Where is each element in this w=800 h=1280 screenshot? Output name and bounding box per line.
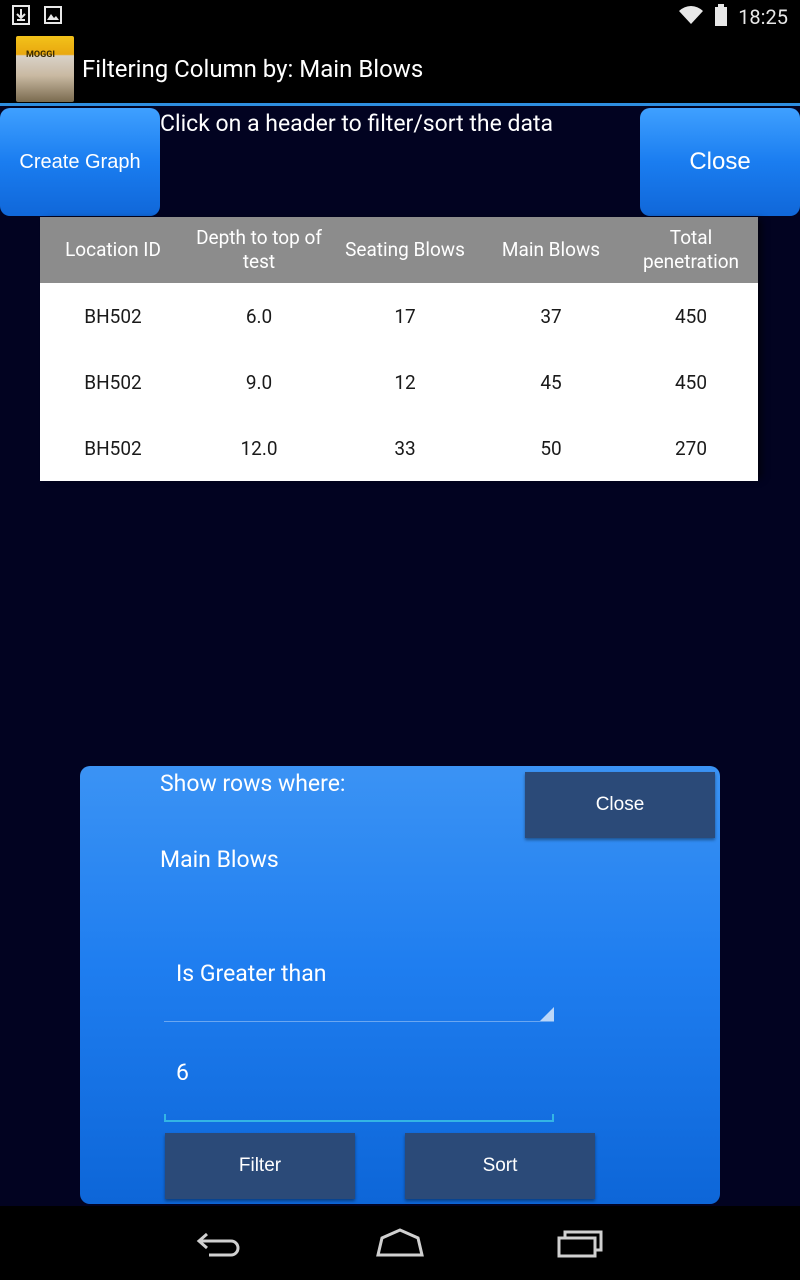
status-bar: 18:25 — [0, 0, 800, 33]
recent-apps-icon[interactable] — [545, 1218, 615, 1268]
table-cell: 37 — [540, 304, 562, 328]
table-cell: 12 — [394, 370, 416, 394]
filter-value-input[interactable] — [164, 1050, 554, 1094]
table-row[interactable]: BH502 12.0 33 50 270 — [40, 415, 758, 481]
home-icon[interactable] — [365, 1218, 435, 1268]
table-cell: 33 — [394, 436, 416, 460]
dropdown-underline — [164, 1021, 554, 1022]
table-cell: BH502 — [84, 370, 142, 394]
header-total-penetration[interactable]: Total penetration — [642, 226, 740, 273]
navigation-bar — [0, 1206, 800, 1280]
table-cell: 270 — [674, 436, 708, 460]
dropdown-arrow-icon — [540, 1007, 554, 1021]
table-cell: 17 — [394, 304, 416, 328]
title-divider — [0, 103, 800, 106]
table-cell: 12.0 — [240, 436, 278, 460]
filter-button[interactable]: Filter — [165, 1133, 355, 1199]
filter-heading: Show rows where: — [160, 770, 346, 797]
header-seating-blows[interactable]: Seating Blows — [345, 238, 465, 261]
data-table: Location ID Depth to top of test Seating… — [40, 217, 758, 481]
table-cell: 450 — [674, 370, 708, 394]
title-bar: Filtering Column by: Main Blows — [0, 33, 800, 105]
table-cell: BH502 — [84, 304, 142, 328]
back-icon[interactable] — [185, 1218, 255, 1268]
table-cell: 45 — [540, 370, 562, 394]
table-cell: BH502 — [84, 436, 142, 460]
table-row[interactable]: BH502 6.0 17 37 450 — [40, 283, 758, 349]
close-button[interactable]: Close — [640, 108, 800, 216]
image-icon — [44, 5, 62, 28]
table-header-row: Location ID Depth to top of test Seating… — [40, 217, 758, 283]
sort-button[interactable]: Sort — [405, 1133, 595, 1199]
create-graph-button[interactable]: Create Graph — [0, 108, 160, 216]
filter-value-field[interactable] — [164, 1036, 556, 1122]
header-location-id[interactable]: Location ID — [65, 238, 161, 261]
header-main-blows[interactable]: Main Blows — [501, 238, 601, 261]
status-time: 18:25 — [738, 4, 788, 29]
table-cell: 50 — [540, 436, 562, 460]
input-underline — [164, 1120, 554, 1122]
condition-dropdown-value: Is Greater than — [176, 960, 327, 987]
input-underline-tick — [552, 1114, 554, 1122]
status-right: 18:25 — [678, 3, 788, 30]
table-cell: 450 — [674, 304, 708, 328]
wifi-icon — [678, 5, 704, 29]
app-logo-icon — [16, 36, 74, 102]
table-cell: 6.0 — [245, 304, 273, 328]
filter-column-name: Main Blows — [160, 846, 279, 873]
condition-dropdown[interactable]: Is Greater than — [164, 936, 556, 1024]
input-underline-tick — [164, 1114, 166, 1122]
table-row[interactable]: BH502 9.0 12 45 450 — [40, 349, 758, 415]
page-title: Filtering Column by: Main Blows — [82, 55, 424, 83]
instruction-text: Click on a header to filter/sort the dat… — [160, 110, 553, 137]
download-icon — [12, 4, 30, 29]
filter-dialog: Show rows where: Close Main Blows Is Gre… — [80, 766, 720, 1204]
table-cell: 9.0 — [245, 370, 273, 394]
filter-close-button[interactable]: Close — [525, 772, 715, 838]
header-depth-to-top-of-test[interactable]: Depth to top of test — [196, 226, 322, 273]
battery-icon — [714, 3, 728, 30]
status-left — [12, 4, 62, 29]
